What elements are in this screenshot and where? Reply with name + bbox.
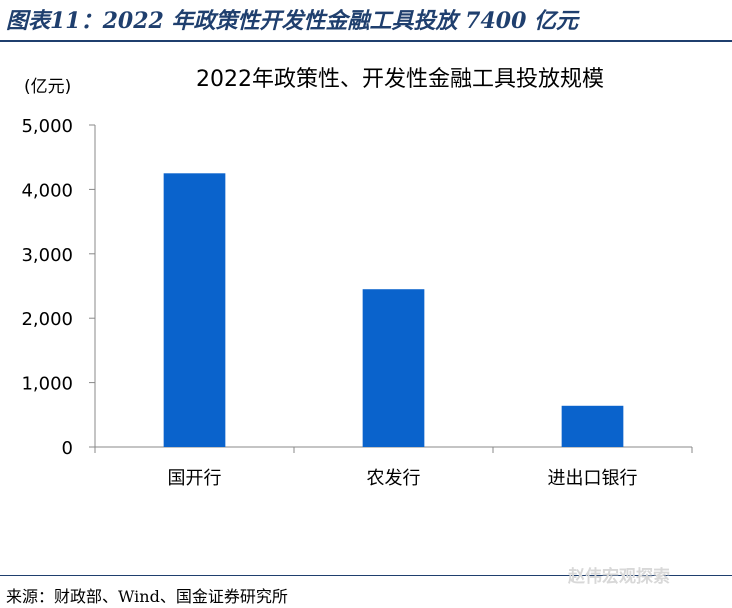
bottom-rule [0, 575, 732, 576]
y-tick-label: 0 [62, 438, 73, 459]
x-category-label: 国开行 [168, 468, 222, 489]
y-tick-label: 4,000 [21, 180, 73, 201]
top-rule [0, 40, 732, 42]
y-tick-label: 5,000 [21, 116, 73, 137]
x-category-label: 进出口银行 [548, 468, 638, 489]
figure-title: 图表11：2022 年政策性开发性金融工具投放 7400 亿元 [6, 8, 579, 34]
x-axis: 国开行 农发行 进出口银行 [94, 446, 693, 489]
bar-chart: 2022年政策性、开发性金融工具投放规模 (亿元) 0 1,000 2,000 3,0… [21, 67, 693, 489]
bar [561, 405, 624, 447]
chart-title: 2022年政策性、开发性金融工具投放规模 [196, 67, 604, 92]
bar [163, 173, 226, 448]
x-category-label: 农发行 [367, 468, 421, 489]
bar [362, 289, 425, 447]
source-note: 来源：财政部、Wind、国金证券研究所 [6, 587, 288, 606]
bars [163, 173, 624, 448]
y-axis-unit-label: (亿元) [24, 77, 71, 97]
y-tick-label: 2,000 [21, 309, 73, 330]
watermark: 赵伟宏观探索 [568, 567, 670, 587]
y-axis: 0 1,000 2,000 3,000 4,000 5,000 [21, 116, 96, 459]
y-tick-label: 1,000 [21, 374, 73, 395]
y-tick-label: 3,000 [21, 245, 73, 266]
